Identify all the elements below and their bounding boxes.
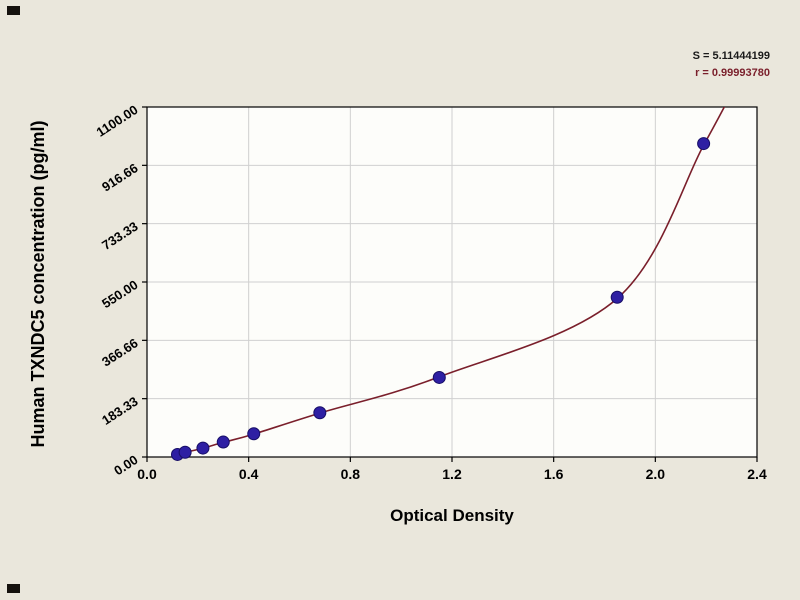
stat-correlation: r = 0.99993780	[695, 67, 770, 80]
x-tick-label: 0.8	[341, 466, 361, 482]
x-tick-label: 2.4	[747, 466, 767, 482]
y-tick-label: 366.66	[99, 335, 141, 369]
data-point	[216, 435, 230, 449]
corner-mark-bottom-left	[7, 584, 20, 593]
data-point	[178, 445, 192, 459]
x-tick-label: 0.0	[137, 466, 157, 482]
x-tick-label: 1.2	[442, 466, 462, 482]
stat-standard-error: S = 5.11444199	[692, 50, 770, 62]
y-tick-label: 0.00	[111, 452, 140, 478]
data-point	[313, 406, 327, 420]
x-tick-label: 0.4	[239, 466, 259, 482]
x-axis-label: Optical Density	[390, 506, 514, 525]
x-tick-label: 2.0	[646, 466, 666, 482]
y-tick-label: 733.33	[99, 219, 141, 253]
data-point	[610, 290, 624, 304]
data-point	[247, 427, 261, 441]
data-point	[196, 441, 210, 455]
y-tick-label: 183.33	[99, 394, 141, 428]
y-tick-label: 916.66	[99, 160, 141, 194]
corner-mark-top-left	[7, 6, 20, 15]
data-point	[697, 137, 711, 151]
y-tick-label: 1100.00	[94, 102, 141, 140]
data-point	[432, 370, 446, 384]
y-tick-label: 550.00	[99, 277, 141, 311]
x-tick-label: 1.6	[544, 466, 564, 482]
fit-statistics: S = 5.11444199 r = 0.99993780	[693, 48, 770, 82]
